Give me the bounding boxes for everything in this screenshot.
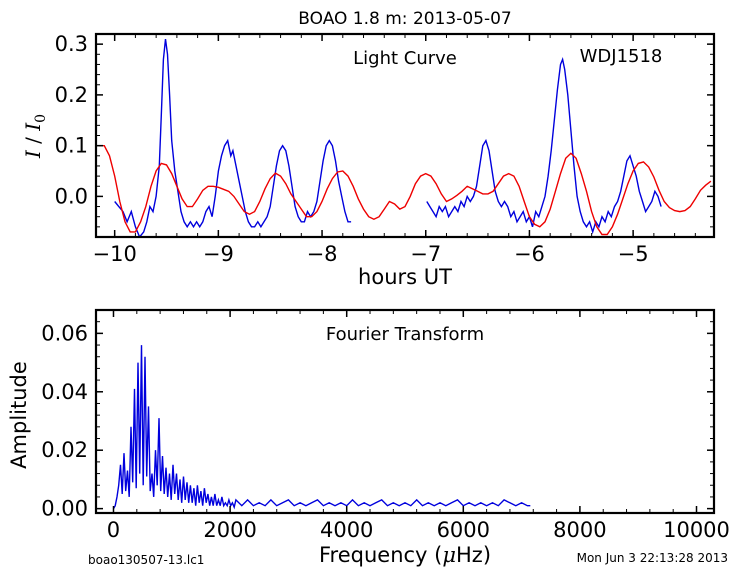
star-name-annotation: WDJ1518	[580, 46, 663, 67]
x-tick-label: −7	[410, 242, 441, 266]
x-tick-label: −8	[307, 242, 338, 266]
x-tick-label: 10000	[663, 518, 730, 542]
y-tick-label: 0.1	[55, 134, 88, 158]
fourier-panel: 0 2000 4000 6000 8000 10000 0.00 0.02 0.04 0.06 F…	[7, 308, 730, 567]
footer-timestamp: Mon Jun 3 22:13:28 2013	[577, 551, 728, 565]
y-tick-label: 0.2	[55, 83, 88, 107]
light-curve-fit-line	[99, 145, 712, 236]
x-tick-label: 2000	[203, 518, 256, 542]
y-tick-label: 0.00	[41, 497, 88, 521]
light-curve-annotation: Light Curve	[353, 48, 457, 69]
x-tick-label: 8000	[553, 518, 606, 542]
fourier-amplitude-line	[112, 345, 531, 510]
fourier-annotation: Fourier Transform	[326, 324, 484, 345]
y-tick-label: 0.06	[41, 321, 88, 345]
light-curve-x-label: hours UT	[358, 265, 452, 289]
x-tick-label: 6000	[437, 518, 490, 542]
light-curve-panel: −10 −9 −8 −7 −6 −5 0.0 0.1 0.2 0.3 Light Curve WD…	[21, 32, 716, 289]
x-tick-label: 0	[107, 518, 120, 542]
fourier-y-label: Amplitude	[7, 361, 31, 469]
x-tick-label: −9	[203, 242, 234, 266]
y-tick-label: 0.0	[55, 184, 88, 208]
fourier-axes-frame	[94, 308, 716, 515]
light-curve-data-line	[426, 57, 662, 235]
x-tick-label: 4000	[320, 518, 373, 542]
fourier-ticks: 0 2000 4000 6000 8000 10000 0.00 0.02 0.04 0.06	[41, 310, 730, 542]
y-tick-label: 0.3	[55, 32, 88, 56]
light-curve-plot-area	[99, 39, 712, 237]
fourier-x-label: Frequency (μHz)	[319, 543, 491, 567]
x-tick-label: −5	[618, 242, 649, 266]
light-curve-data-line	[114, 39, 352, 237]
x-tick-label: −10	[93, 242, 137, 266]
fourier-plot-area	[112, 345, 531, 510]
y-tick-label: 0.04	[41, 380, 88, 404]
light-curve-ticks: −10 −9 −8 −7 −6 −5 0.0 0.1 0.2 0.3	[55, 32, 714, 266]
x-tick-label: −6	[514, 242, 545, 266]
y-tick-label: 0.02	[41, 438, 88, 462]
footer-filename: boao130507-13.lc1	[88, 553, 204, 567]
light-curve-y-label: I / I0	[21, 114, 49, 159]
figure-title: BOAO 1.8 m: 2013-05-07	[298, 9, 512, 29]
